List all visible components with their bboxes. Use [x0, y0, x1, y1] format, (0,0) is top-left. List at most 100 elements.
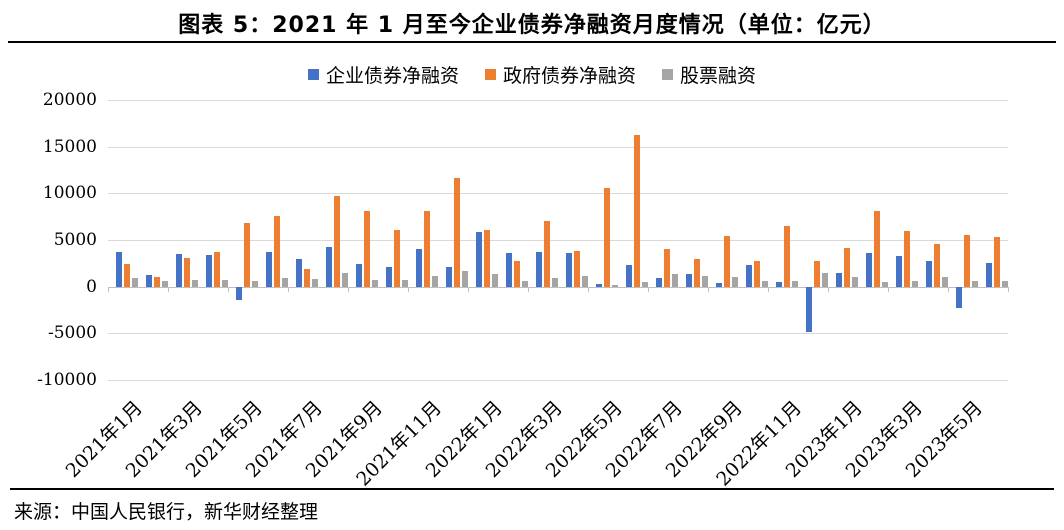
corporate-bond-bar [596, 283, 602, 287]
corporate-bond-bar [926, 260, 932, 287]
stock-bar [312, 278, 318, 287]
government-bond-bar [244, 223, 250, 287]
corporate-bond-bar [956, 286, 962, 308]
corporate-bond-bar [716, 283, 722, 287]
legend-swatch-icon [484, 69, 496, 80]
axis-tick [108, 286, 109, 292]
stock-bar [342, 273, 348, 287]
title-divider [8, 41, 1056, 43]
corporate-bond-bar [446, 266, 452, 287]
y-axis-label: 0 [86, 276, 97, 297]
x-axis-line [108, 286, 1008, 288]
source-note: 来源：中国人民银行，新华财经整理 [14, 501, 319, 523]
corporate-bond-bar [566, 253, 572, 287]
legend-swatch-icon [662, 69, 673, 80]
government-bond-bar [544, 220, 550, 287]
axis-tick [588, 286, 589, 292]
corporate-bond-bar [776, 282, 782, 287]
stock-bar [672, 273, 678, 287]
y-axis-label: -5000 [47, 323, 97, 344]
stock-bar [132, 277, 138, 287]
corporate-bond-bar [296, 259, 302, 287]
government-bond-bar [724, 235, 730, 287]
legend: 企业债券净融资 政府债券净融资 股票融资 [0, 61, 1064, 88]
gridline [108, 380, 1008, 381]
government-bond-bar [814, 260, 820, 287]
stock-bar [822, 273, 828, 287]
corporate-bond-bar [686, 274, 692, 287]
axis-tick [468, 286, 469, 292]
axis-tick [228, 286, 229, 292]
stock-bar [252, 280, 258, 287]
corporate-bond-bar [356, 263, 362, 287]
corporate-bond-bar [206, 254, 212, 287]
government-bond-bar [154, 277, 160, 287]
axis-tick [288, 286, 289, 292]
government-bond-bar [694, 259, 700, 287]
stock-bar [702, 275, 708, 287]
legend-item-corporate-bond: 企业债券净融资 [307, 61, 459, 88]
axis-tick [1008, 286, 1009, 292]
stock-bar [192, 280, 198, 287]
y-axis-label: 20000 [42, 90, 97, 110]
y-axis-label: -10000 [37, 370, 97, 390]
axis-tick [528, 286, 529, 292]
legend-swatch-icon [307, 69, 319, 80]
government-bond-bar [334, 195, 340, 287]
stock-bar [762, 280, 768, 287]
axis-tick [888, 286, 889, 292]
y-axis-label: 10000 [42, 183, 97, 204]
legend-item-stock: 股票融资 [662, 61, 756, 88]
government-bond-bar [304, 269, 310, 287]
y-axis-label: 5000 [53, 230, 97, 250]
government-bond-bar [604, 188, 610, 287]
legend-label: 企业债券净融资 [325, 65, 459, 87]
stock-bar [642, 282, 648, 287]
stock-bar [972, 280, 978, 287]
corporate-bond-bar [746, 265, 752, 287]
corporate-bond-bar [806, 286, 812, 333]
chart-title: 图表 5：2021 年 1 月至今企业债券净融资月度情况（单位：亿元） [178, 13, 886, 38]
stock-bar [882, 281, 888, 287]
legend-label: 股票融资 [680, 65, 757, 87]
stock-bar [582, 276, 588, 287]
corporate-bond-bar [896, 256, 902, 287]
corporate-bond-bar [326, 246, 332, 287]
government-bond-bar [184, 257, 190, 287]
stock-bar [372, 279, 378, 287]
stock-bar [282, 277, 288, 287]
corporate-bond-bar [506, 252, 512, 287]
government-bond-bar [484, 230, 490, 287]
government-bond-bar [274, 216, 280, 287]
corporate-bond-bar [836, 272, 842, 287]
government-bond-bar [454, 178, 460, 287]
stock-bar [492, 273, 498, 287]
axis-tick [948, 286, 949, 292]
stock-bar [852, 276, 858, 287]
gridline [108, 240, 1008, 241]
government-bond-bar [934, 244, 940, 287]
stock-bar [522, 281, 528, 287]
government-bond-bar [394, 230, 400, 287]
government-bond-bar [904, 231, 910, 287]
gridline [108, 100, 1008, 101]
stock-bar [942, 277, 948, 287]
government-bond-bar [994, 237, 1000, 287]
corporate-bond-bar [866, 252, 872, 287]
legend-label: 政府债券净融资 [502, 65, 636, 87]
stock-bar [612, 284, 618, 287]
corporate-bond-bar [386, 266, 392, 287]
corporate-bond-bar [476, 231, 482, 287]
gridline [108, 333, 1008, 335]
government-bond-bar [424, 211, 430, 287]
corporate-bond-bar [236, 286, 242, 300]
government-bond-bar [754, 261, 760, 287]
corporate-bond-bar [146, 275, 152, 287]
corporate-bond-bar [416, 249, 422, 287]
government-bond-bar [364, 210, 370, 287]
y-axis-label: 15000 [42, 136, 97, 157]
axis-tick [648, 286, 649, 292]
axis-tick [168, 286, 169, 292]
